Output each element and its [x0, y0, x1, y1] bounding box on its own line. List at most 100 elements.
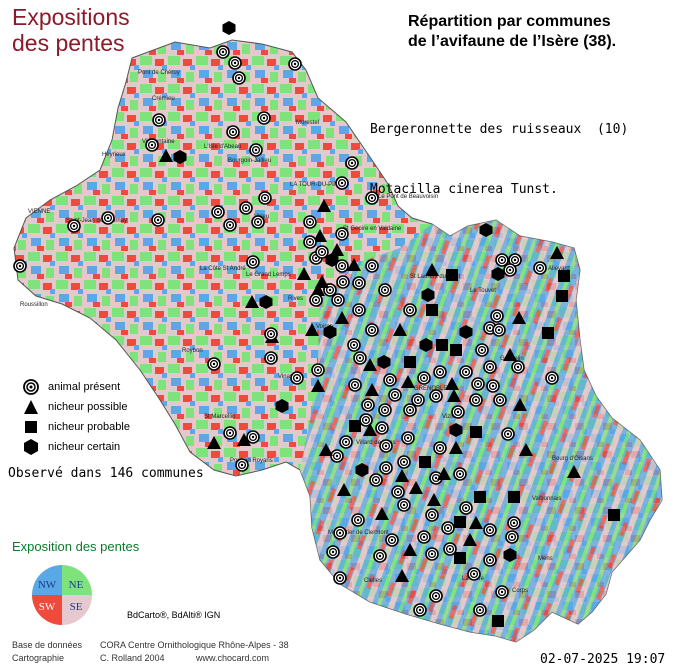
species-common-name: Bergeronnette des ruisseaux (10) — [370, 122, 629, 137]
marker-nicheur-probable — [426, 304, 438, 316]
marker-nicheur-possible — [365, 383, 379, 396]
marker-animal-present — [467, 567, 481, 581]
legend-row-certain: nicheur certain — [22, 437, 130, 457]
marker-animal-present — [365, 323, 379, 337]
marker-animal-present — [507, 516, 521, 530]
map-place-label: Le Grand Lemps — [246, 272, 291, 278]
legend-label-present: animal présent — [48, 381, 121, 393]
marker-animal-present — [545, 371, 559, 385]
marker-animal-present — [486, 379, 500, 393]
marker-animal-present — [264, 327, 278, 341]
marker-animal-present — [411, 393, 425, 407]
marker-nicheur-certain — [222, 21, 236, 35]
marker-animal-present — [235, 458, 249, 472]
marker-nicheur-probable — [349, 420, 361, 432]
map-place-label: Valbonnais — [532, 496, 561, 502]
marker-animal-present — [303, 215, 317, 229]
map-place-label: Voiron — [316, 324, 333, 330]
marker-nicheur-possible — [567, 465, 581, 478]
marker-animal-present — [323, 283, 337, 297]
marker-animal-present — [379, 461, 393, 475]
marker-nicheur-possible — [403, 543, 417, 556]
marker-nicheur-possible — [447, 389, 461, 402]
marker-animal-present — [216, 45, 230, 59]
map-place-label: GRENOBLE — [414, 386, 447, 392]
marker-nicheur-certain — [449, 423, 463, 437]
marker-animal-present — [223, 426, 237, 440]
marker-animal-present — [145, 138, 159, 152]
marker-animal-present — [417, 530, 431, 544]
map-place-label: Mens — [538, 556, 553, 562]
marker-animal-present — [433, 365, 447, 379]
map-place-label: St Laurent du Pont — [410, 274, 460, 280]
marker-nicheur-possible — [550, 246, 564, 259]
marker-animal-present — [365, 191, 379, 205]
compass-ne-label: NE — [69, 579, 84, 591]
marker-animal-present — [152, 113, 166, 127]
observed-count: Observé dans 146 communes — [6, 465, 206, 482]
marker-nicheur-certain — [259, 295, 273, 309]
marker-animal-present — [425, 547, 439, 561]
footer-website[interactable]: www.chocard.com — [196, 653, 270, 663]
marker-animal-present — [288, 57, 302, 71]
marker-animal-present — [495, 585, 509, 599]
marker-nicheur-probable — [404, 356, 416, 368]
marker-nicheur-certain — [325, 253, 339, 267]
marker-nicheur-possible — [363, 358, 377, 371]
marker-animal-present — [67, 219, 81, 233]
marker-nicheur-certain — [503, 548, 517, 562]
marker-nicheur-possible — [330, 243, 344, 256]
marker-animal-present — [388, 388, 402, 402]
marker-nicheur-possible — [401, 375, 415, 388]
marker-nicheur-probable — [608, 509, 620, 521]
compass-sw-label: SW — [39, 601, 56, 613]
symbol-legend: animal présent nicheur possible nicheur … — [22, 377, 130, 457]
marker-nicheur-possible — [237, 433, 251, 446]
marker-nicheur-possible — [409, 481, 423, 494]
marker-nicheur-certain — [419, 338, 433, 352]
marker-nicheur-possible — [437, 467, 451, 480]
marker-nicheur-probable — [454, 516, 466, 528]
marker-animal-present — [257, 111, 271, 125]
data-credit: BdCarto®, BdAlti® IGN — [127, 610, 221, 620]
map-place-label: Villard de Lans — [356, 440, 396, 446]
map-place-label: Bourgoin-Jallieu — [228, 158, 271, 164]
marker-nicheur-certain — [323, 325, 337, 339]
marker-animal-present — [13, 259, 27, 273]
marker-nicheur-possible — [512, 311, 526, 324]
repartition-title: Répartition par communes de l’avifaune d… — [408, 12, 616, 52]
marker-animal-present — [315, 245, 329, 259]
footer-carto-label: Cartographie — [12, 653, 65, 663]
marker-animal-present — [385, 533, 399, 547]
marker-nicheur-certain — [355, 463, 369, 477]
marker-animal-present — [249, 143, 263, 157]
marker-animal-present — [401, 431, 415, 445]
hexagon-icon — [24, 439, 38, 455]
map-place-label: Corps — [512, 588, 528, 594]
legend-label-probable: nicheur probable — [48, 421, 130, 433]
map-place-label: La Côte St André — [200, 266, 246, 272]
marker-nicheur-possible — [311, 379, 325, 392]
map-place-label: Rives — [288, 296, 303, 302]
marker-nicheur-certain — [275, 399, 289, 413]
marker-animal-present — [226, 125, 240, 139]
marker-nicheur-possible — [513, 398, 527, 411]
marker-nicheur-probable — [508, 491, 520, 503]
marker-animal-present — [228, 56, 242, 70]
marker-animal-present — [290, 371, 304, 385]
marker-animal-present — [459, 501, 473, 515]
marker-nicheur-possible — [363, 423, 377, 436]
map-place-label: Crémieu — [152, 96, 175, 102]
legend-label-certain: nicheur certain — [48, 441, 121, 453]
marker-animal-present — [333, 571, 347, 585]
map-place-label: Le Touvet — [470, 288, 496, 294]
marker-nicheur-probable — [474, 491, 486, 503]
compass-ne-quadrant — [62, 565, 92, 595]
marker-nicheur-certain — [173, 150, 187, 164]
marker-nicheur-probable — [454, 552, 466, 564]
marker-animal-present — [378, 283, 392, 297]
marker-animal-present — [326, 545, 340, 559]
map-place-label: Villefontaine — [142, 139, 175, 145]
compass-sw-quadrant — [32, 595, 62, 625]
marker-animal-present — [361, 398, 375, 412]
